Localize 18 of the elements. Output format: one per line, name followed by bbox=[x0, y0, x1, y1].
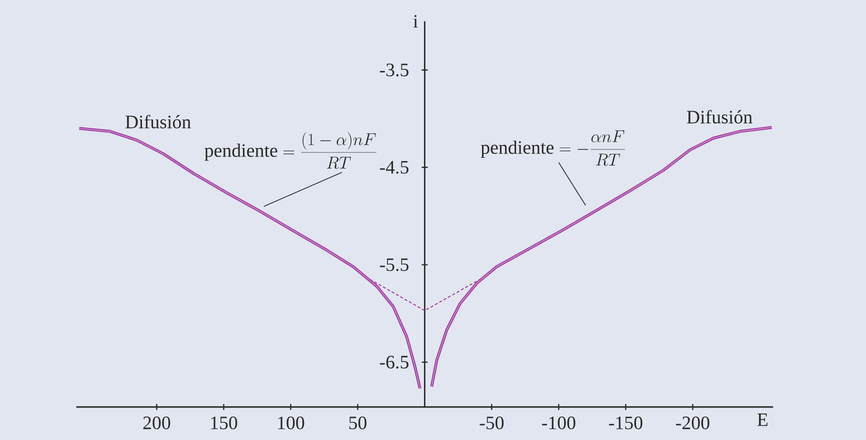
y-axis-title: i bbox=[413, 15, 418, 28]
x-tick-label: -50 bbox=[480, 416, 504, 430]
y-tick-label: -5.5 bbox=[380, 258, 408, 272]
x-tick-label: 200 bbox=[143, 416, 170, 430]
annotation: Difusión bbox=[686, 110, 752, 124]
y-tick-label: -3.5 bbox=[380, 64, 408, 76]
annotation: $\mathrm{pendiente}=\frac{(1-\alpha)nF}{RT}$ bbox=[204, 132, 376, 169]
annotation: $\mathrm{pendiente}=-\frac{\alpha nF}{RT}$ bbox=[480, 130, 625, 166]
x-tick-label: -200 bbox=[676, 416, 710, 430]
y-tick-label: -4.5 bbox=[380, 161, 408, 174]
x-tick-label: -150 bbox=[609, 416, 642, 430]
x-tick-label: -100 bbox=[542, 416, 576, 430]
y-tick-label: -6.5 bbox=[380, 356, 408, 369]
x-tick-label: 100 bbox=[278, 416, 304, 430]
x-tick-label: 150 bbox=[211, 416, 238, 430]
x-axis-title: E bbox=[757, 414, 768, 426]
annotation: Difusión bbox=[125, 114, 191, 128]
x-tick-label: 50 bbox=[349, 416, 366, 430]
